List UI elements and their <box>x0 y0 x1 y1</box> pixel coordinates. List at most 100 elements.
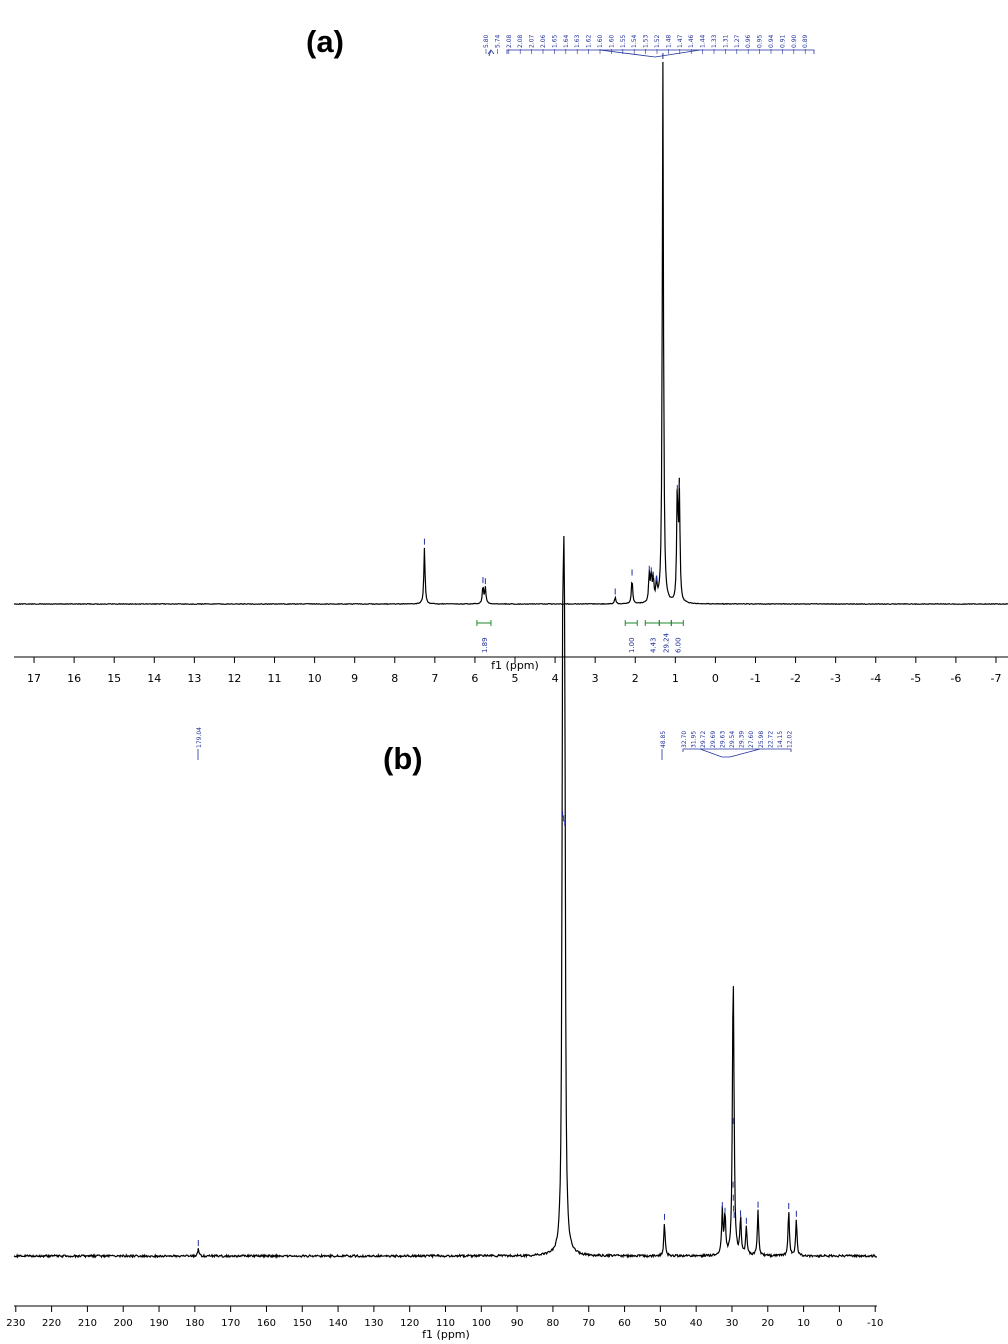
b-group-connector <box>699 748 761 758</box>
a-tick-label-18: -1 <box>750 672 761 685</box>
b-peak-label-right-1: 31.95 <box>691 731 698 748</box>
a-peak-label-6: 1.65 <box>551 34 558 48</box>
b-tick-label-6: 170 <box>221 1318 240 1329</box>
b-tick-label-14: 90 <box>511 1318 524 1329</box>
b-tick-label-4: 190 <box>149 1318 168 1329</box>
chart-b-13c-nmr: 230 220 210 200 190 180 170 160 150 140 130 120 110 1… <box>6 535 883 1341</box>
b-tick-label-19: 40 <box>690 1318 703 1329</box>
a-peak-label-25: 0.94 <box>768 34 775 48</box>
a-spectrum-trace <box>13 61 1008 606</box>
a-peak-label-12: 1.55 <box>620 34 627 48</box>
a-peak-label-14: 1.53 <box>643 34 650 48</box>
b-peak-label-right-3: 29.69 <box>710 731 717 748</box>
a-peak-label-28: 0.89 <box>802 34 809 48</box>
b-tick-label-18: 50 <box>654 1318 667 1329</box>
a-peak-label-4: 2.07 <box>529 34 536 48</box>
b-x-axis-title: f1 (ppm) <box>422 1328 470 1341</box>
a-peak-label-24: 0.95 <box>757 34 764 48</box>
a-peak-label-11: 1.60 <box>608 34 615 48</box>
a-tick-label-24: -7 <box>990 672 1001 685</box>
a-peak-label-21: 1.31 <box>722 34 729 48</box>
a-tick-label-0: 17 <box>27 672 41 685</box>
b-peak-label-mid-0: 48.85 <box>660 731 667 748</box>
a-group-bracket-2 <box>506 49 815 54</box>
b-tick-label-5: 180 <box>185 1318 204 1329</box>
a-tick-label-11: 6 <box>471 672 478 685</box>
b-tick-label-16: 70 <box>582 1318 595 1329</box>
a-peak-label-8: 1.63 <box>574 34 581 48</box>
a-tick-label-22: -5 <box>910 672 921 685</box>
a-integral-label-4: 6.00 <box>674 637 682 653</box>
a-peak-label-27: 0.90 <box>791 34 798 48</box>
a-tick-label-2: 15 <box>107 672 121 685</box>
a-peak-label-3: 2.08 <box>517 34 524 48</box>
a-tick-label-4: 13 <box>187 672 201 685</box>
a-tick-label-21: -4 <box>870 672 881 685</box>
a-peak-label-18: 1.46 <box>688 34 695 48</box>
a-tick-label-16: 1 <box>672 672 679 685</box>
b-tick-label-20: 30 <box>726 1318 739 1329</box>
b-tick-label-11: 120 <box>400 1318 419 1329</box>
a-peak-label-1: 5.74 <box>494 34 501 48</box>
a-x-axis-title: f1 (ppm) <box>491 659 539 672</box>
a-integral-label-3: 29.24 <box>662 632 670 653</box>
b-peak-label-right-11: 12.02 <box>787 731 794 748</box>
a-tick-label-7: 10 <box>308 672 322 685</box>
b-peak-label-right-7: 27.60 <box>748 731 755 748</box>
a-peak-label-26: 0.91 <box>779 34 786 48</box>
a-peak-label-9: 1.62 <box>586 34 593 48</box>
b-tick-label-13: 100 <box>472 1318 491 1329</box>
b-peak-label-right-8: 25.98 <box>758 731 765 748</box>
b-tick-label-17: 60 <box>618 1318 631 1329</box>
b-tick-label-15: 80 <box>547 1318 560 1329</box>
b-tick-label-2: 210 <box>78 1318 97 1329</box>
a-peak-label-19: 1.44 <box>700 34 707 48</box>
b-tick-label-0: 230 <box>6 1318 25 1329</box>
b-tick-label-22: 10 <box>797 1318 810 1329</box>
a-tick-label-3: 14 <box>147 672 161 685</box>
b-peak-label-right-5: 29.54 <box>729 731 736 748</box>
panel-a-label: (a) <box>306 24 344 59</box>
b-tick-label-23: 0 <box>836 1318 842 1329</box>
a-tick-label-14: 3 <box>592 672 599 685</box>
b-peak-label-right-0: 32.70 <box>681 731 688 748</box>
a-peak-label-16: 1.48 <box>665 34 672 48</box>
a-peak-label-17: 1.47 <box>677 34 684 48</box>
a-tick-label-23: -6 <box>950 672 961 685</box>
b-tick-label-8: 150 <box>293 1318 312 1329</box>
a-tick-label-5: 12 <box>227 672 241 685</box>
a-tick-label-8: 9 <box>351 672 358 685</box>
a-tick-label-13: 4 <box>552 672 559 685</box>
a-tick-label-20: -3 <box>830 672 841 685</box>
a-tick-label-6: 11 <box>268 672 282 685</box>
a-peak-label-0: 5.80 <box>483 34 490 48</box>
chart-a-1h-nmr: 17 16 15 14 13 12 11 10 9 8 7 6 5 4 3 2 1 0 -1 -2 -3 -4 -5 -6 -7… <box>13 34 1008 685</box>
b-peak-label-right-10: 14.15 <box>777 731 784 748</box>
a-connector-2 <box>599 49 701 58</box>
panel-b-label: (b) <box>383 741 423 776</box>
b-peak-label-right-6: 29.39 <box>739 731 746 748</box>
a-peak-label-10: 1.60 <box>597 34 604 48</box>
a-peak-label-20: 1.33 <box>711 34 718 48</box>
a-peak-label-15: 1.52 <box>654 34 661 48</box>
a-tick-label-9: 8 <box>391 672 398 685</box>
a-integral-label-2: 4.43 <box>649 637 657 653</box>
b-peak-label-left-0: 179.04 <box>196 727 203 748</box>
a-tick-label-17: 0 <box>712 672 719 685</box>
b-tick-label-3: 200 <box>114 1318 133 1329</box>
b-tick-label-9: 140 <box>329 1318 348 1329</box>
a-tick-label-15: 2 <box>632 672 639 685</box>
b-tick-label-1: 220 <box>42 1318 61 1329</box>
b-tick-label-24: -10 <box>867 1318 883 1329</box>
b-peak-label-right-4: 29.63 <box>719 731 726 748</box>
b-tick-label-10: 130 <box>364 1318 383 1329</box>
a-peak-label-22: 1.27 <box>734 34 741 48</box>
a-connector-1 <box>488 49 492 57</box>
b-peak-label-right-9: 22.72 <box>767 731 774 748</box>
b-spectrum-trace <box>13 535 878 1260</box>
b-tick-label-7: 160 <box>257 1318 276 1329</box>
a-peak-label-13: 1.54 <box>631 34 638 48</box>
a-peak-label-23: 0.96 <box>745 34 752 48</box>
a-integral-label-1: 1.00 <box>628 637 636 653</box>
